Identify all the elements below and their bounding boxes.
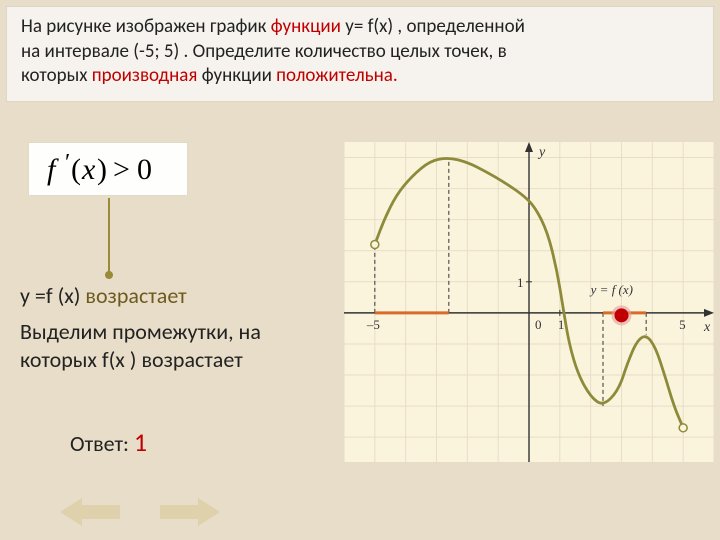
problem-line1: На рисунке изображен график функции y= f… bbox=[21, 15, 699, 40]
derivative-formula: f ′ ( x ) > 0 bbox=[33, 147, 183, 191]
answer: Ответ: 1 bbox=[70, 426, 147, 459]
problem-line3: которых производная функции положительна… bbox=[21, 64, 699, 89]
function-graph: 0 1 –5 5 1 x y y = f (x) bbox=[344, 142, 714, 462]
chart-svg: 0 1 –5 5 1 x y y = f (x) bbox=[344, 142, 714, 462]
svg-text:5: 5 bbox=[679, 317, 686, 332]
svg-text:0: 0 bbox=[137, 153, 152, 186]
svg-text:x: x bbox=[81, 153, 96, 186]
svg-text:f: f bbox=[47, 153, 59, 186]
svg-text:1: 1 bbox=[558, 317, 565, 332]
svg-text:>: > bbox=[113, 153, 130, 186]
t: y= f(x) , определенной bbox=[341, 15, 525, 38]
svg-text:y: y bbox=[537, 145, 546, 160]
t: возрастает bbox=[85, 282, 186, 309]
svg-text:1: 1 bbox=[517, 275, 524, 290]
problem-line2: на интервале (-5; 5) . Определите количе… bbox=[21, 40, 699, 65]
svg-text:(: ( bbox=[71, 153, 81, 186]
t: функции bbox=[197, 64, 276, 87]
svg-text:x: x bbox=[703, 320, 711, 335]
statement-2: Выделим промежутки, на которых f(x ) воз… bbox=[20, 318, 320, 373]
t: положительна. bbox=[276, 64, 397, 87]
t: которых bbox=[21, 64, 92, 87]
svg-text:–5: –5 bbox=[366, 317, 380, 332]
svg-text:y = f (x): y = f (x) bbox=[589, 282, 633, 297]
prev-arrow-icon[interactable] bbox=[60, 498, 120, 526]
next-arrow-icon[interactable] bbox=[160, 498, 220, 526]
statement-1: y =f (x) возрастает bbox=[20, 282, 187, 310]
answer-label: Ответ: bbox=[70, 430, 134, 457]
problem-statement: На рисунке изображен график функции y= f… bbox=[6, 6, 714, 102]
connector-line bbox=[108, 198, 110, 276]
svg-text:′: ′ bbox=[65, 150, 70, 176]
t: функции bbox=[271, 15, 341, 38]
answer-value: 1 bbox=[134, 426, 147, 458]
t: y =f (x) bbox=[20, 282, 85, 309]
svg-text:0: 0 bbox=[535, 317, 542, 332]
t: производная bbox=[92, 64, 198, 87]
t: На рисунке изображен график bbox=[21, 15, 271, 38]
formula-box: f ′ ( x ) > 0 bbox=[28, 142, 188, 196]
svg-text:): ) bbox=[97, 153, 107, 186]
